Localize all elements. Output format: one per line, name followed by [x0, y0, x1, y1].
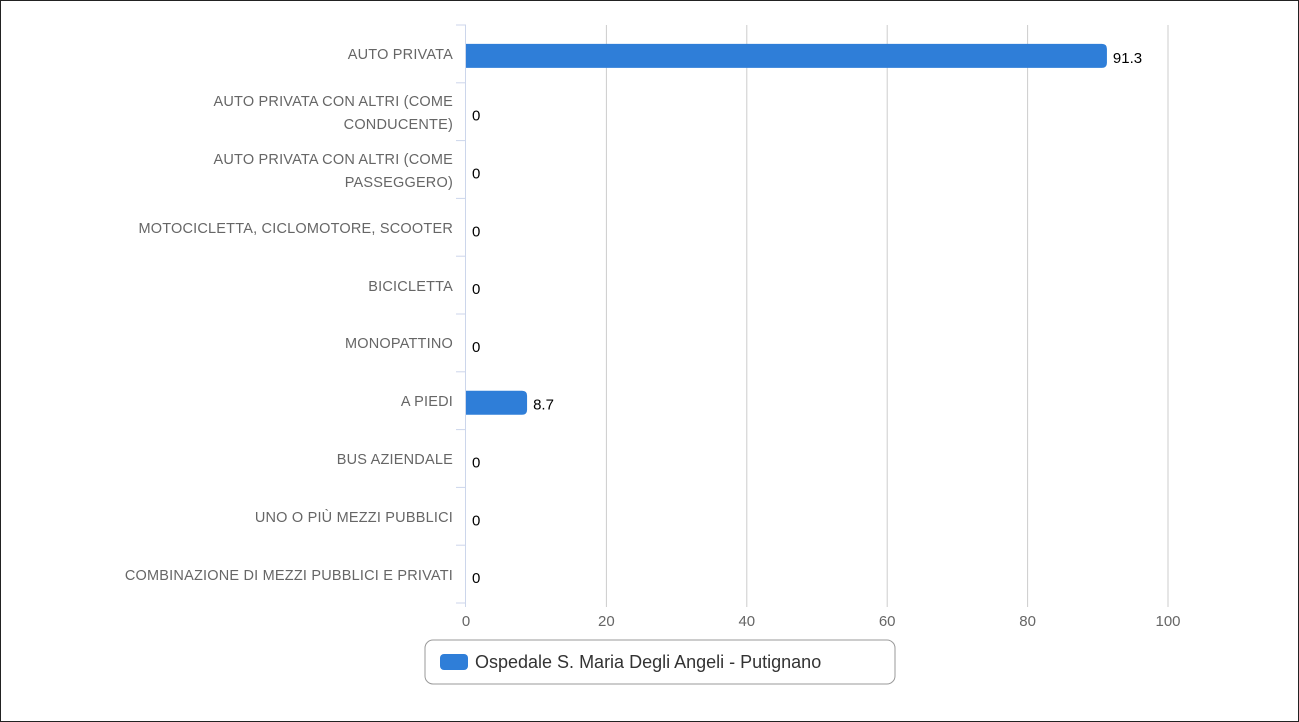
legend-swatch — [440, 654, 468, 670]
data-label: 8.7 — [533, 397, 554, 414]
y-tick-label: MOTOCICLETTA, CICLOMOTORE, SCOOTER — [138, 220, 453, 237]
y-tick-label: UNO O PIÙ MEZZI PUBBLICI — [254, 509, 453, 526]
y-tick-label: AUTO PRIVATA CON ALTRI (COME PASSEGGERO) — [213, 151, 453, 191]
y-tick-label: BICICLETTA — [368, 278, 453, 295]
data-label: 0 — [472, 512, 480, 529]
legend-label: Ospedale S. Maria Degli Angeli - Putigna… — [475, 652, 821, 672]
y-tick-label: MONOPATTINO — [345, 336, 453, 353]
x-tick-label: 0 — [462, 613, 470, 630]
legend-box — [424, 639, 896, 685]
data-label: 0 — [472, 281, 480, 298]
x-tick-label: 80 — [1019, 613, 1036, 630]
data-label: 0 — [472, 339, 480, 356]
data-label: 0 — [472, 570, 480, 587]
y-tick-label: COMBINAZIONE DI MEZZI PUBBLICI E PRIVATI — [124, 567, 453, 584]
y-tick-label: BUS AZIENDALE — [336, 452, 453, 468]
x-tick-label: 100 — [1155, 613, 1180, 630]
y-tick-label: AUTO PRIVATA — [347, 47, 453, 64]
x-tick-label: 60 — [879, 613, 896, 630]
bar — [466, 390, 528, 415]
data-label: 0 — [472, 165, 480, 182]
y-tick-label: AUTO PRIVATA CON ALTRI (COME CONDUCENTE) — [213, 93, 453, 133]
data-label: 0 — [472, 454, 480, 471]
x-tick-label: 40 — [738, 613, 755, 630]
x-tick-label: 20 — [598, 613, 615, 630]
data-label: 0 — [472, 108, 480, 125]
y-tick-label: A PIEDI — [400, 394, 453, 411]
data-label: 91.3 — [1113, 50, 1142, 67]
bar — [466, 43, 1107, 68]
data-label: 0 — [472, 223, 480, 240]
